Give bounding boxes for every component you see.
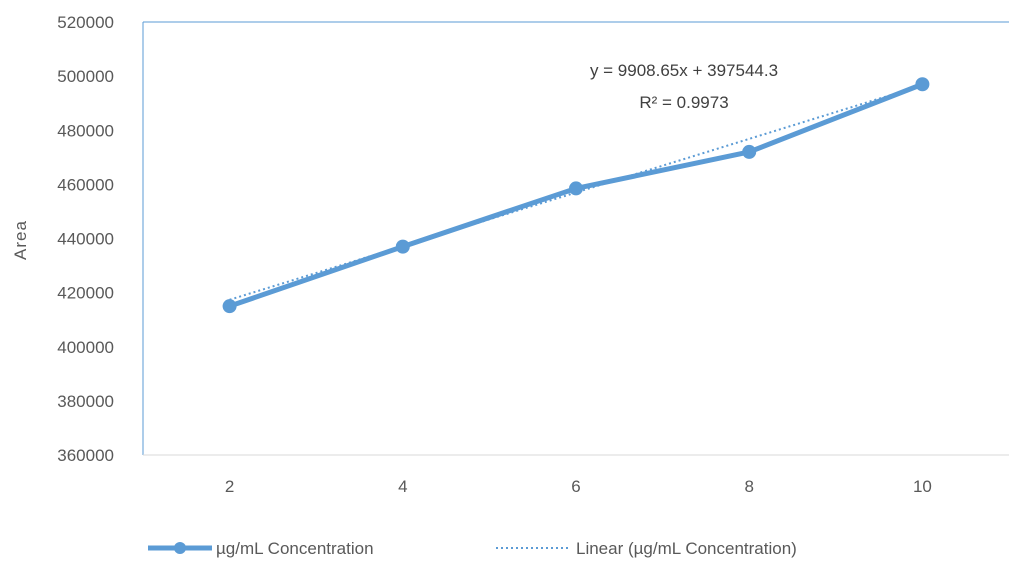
y-tick-label: 380000: [57, 392, 114, 411]
x-tick-label: 6: [571, 477, 580, 496]
series-group: [222, 77, 930, 314]
data-point: [569, 181, 583, 196]
data-point: [395, 239, 410, 254]
trendline-r-squared: R² = 0.9973: [639, 93, 728, 112]
x-tick-label: 8: [744, 477, 753, 496]
y-tick-label: 460000: [57, 175, 114, 194]
x-tick-label: 2: [225, 477, 234, 496]
legend-trendline-label: Linear (µg/mL Concentration): [576, 539, 797, 558]
legend-item-series: µg/mL Concentration: [148, 539, 374, 558]
legend-series-marker: [174, 542, 186, 554]
data-point: [915, 77, 930, 92]
legend-item-trendline: Linear (µg/mL Concentration): [496, 539, 797, 558]
y-tick-label: 520000: [57, 13, 114, 32]
y-tick-label: 480000: [57, 121, 114, 140]
y-axis-title: Area: [11, 220, 30, 260]
y-tick-label: 440000: [57, 230, 114, 249]
data-point: [742, 144, 757, 159]
y-tick-label: 400000: [57, 338, 114, 357]
legend: µg/mL Concentration Linear (µg/mL Concen…: [148, 539, 797, 558]
legend-series-label: µg/mL Concentration: [216, 539, 374, 558]
trendline-equation: y = 9908.65x + 397544.3: [590, 61, 778, 80]
chart-axes: [142, 21, 1009, 456]
y-tick-label: 360000: [57, 446, 114, 465]
y-tick-labels: 360000 380000 400000 420000 440000 460000 4800…: [57, 13, 114, 465]
y-tick-label: 420000: [57, 284, 114, 303]
data-point: [222, 299, 237, 314]
y-tick-label: 500000: [57, 67, 114, 86]
x-tick-labels: 2 4 6 8 10: [225, 477, 932, 496]
x-tick-label: 10: [913, 477, 932, 496]
x-tick-label: 4: [398, 477, 407, 496]
